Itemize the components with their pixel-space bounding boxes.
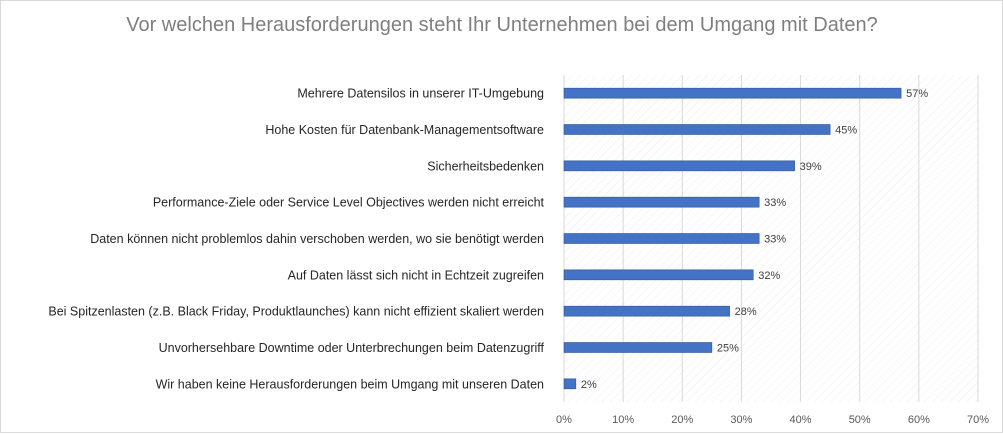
- x-tick-label: 70%: [967, 414, 989, 426]
- bar: [563, 87, 902, 99]
- value-label: 57%: [906, 88, 928, 100]
- x-tick-label: 10%: [612, 414, 634, 426]
- value-label: 2%: [581, 379, 597, 391]
- x-tick-label: 50%: [849, 414, 871, 426]
- category-labels: Mehrere Datensilos in unserer IT-Umgebun…: [48, 87, 544, 392]
- category-label: Bei Spitzenlasten (z.B. Black Friday, Pr…: [48, 305, 544, 319]
- bar: [563, 124, 831, 135]
- bars: 57% 45% 39% 33% 33% 32% 28% 25% 2%: [563, 87, 928, 391]
- value-label: 28%: [735, 306, 757, 318]
- bar: [563, 305, 730, 317]
- bar: [563, 342, 713, 353]
- chart-title: Vor welchen Herausforderungen steht Ihr …: [126, 14, 878, 36]
- category-label: Mehrere Datensilos in unserer IT-Umgebun…: [297, 87, 544, 101]
- x-tick-label: 30%: [730, 414, 752, 426]
- bar: [563, 196, 760, 208]
- bar: [563, 378, 577, 390]
- category-label: Sicherheitsbedenken: [427, 159, 544, 173]
- value-label: 39%: [800, 161, 822, 173]
- category-label: Wir haben keine Herausforderungen beim U…: [156, 377, 544, 391]
- value-label: 25%: [717, 343, 739, 355]
- category-label: Auf Daten lässt sich nicht in Echtzeit z…: [288, 268, 544, 282]
- value-label: 45%: [835, 125, 857, 137]
- x-tick-label: 0%: [556, 414, 572, 426]
- category-label: Performance-Ziele oder Service Level Obj…: [153, 196, 545, 210]
- x-axis-ticks: 0% 10% 20% 30% 40% 50% 60% 70%: [556, 414, 989, 426]
- x-tick-label: 60%: [908, 414, 930, 426]
- bar: [563, 269, 754, 281]
- x-tick-label: 40%: [790, 414, 812, 426]
- bar: [563, 160, 795, 172]
- x-tick-label: 20%: [671, 414, 693, 426]
- value-label: 33%: [764, 234, 786, 246]
- category-label: Hohe Kosten für Datenbank-Managementsoft…: [265, 123, 544, 137]
- category-label: Unvorhersehbare Downtime oder Unterbrech…: [159, 341, 545, 355]
- category-label: Daten können nicht problemlos dahin vers…: [90, 232, 544, 246]
- value-label: 32%: [758, 270, 780, 282]
- value-label: 33%: [764, 197, 786, 209]
- bar: [563, 233, 760, 244]
